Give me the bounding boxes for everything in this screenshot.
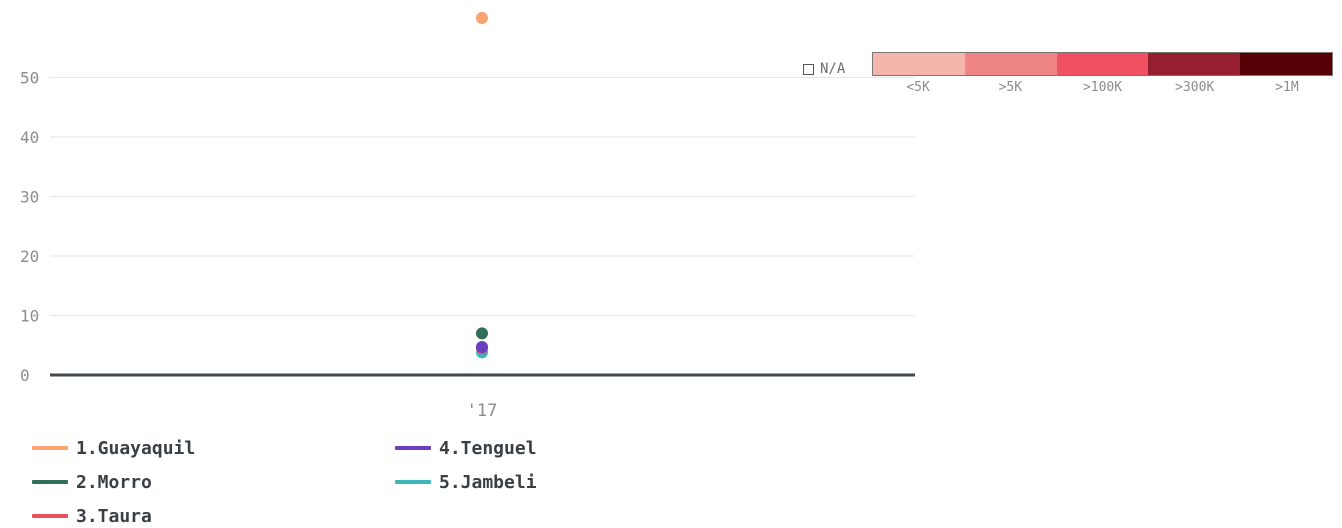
legend-label: 2.Morro <box>76 471 152 493</box>
scatter-chart: 0 10 20 30 40 50 '17 <box>20 12 915 421</box>
y-tick-label: 10 <box>20 307 39 326</box>
y-tick-label: 0 <box>20 366 30 385</box>
legend-swatch <box>32 446 68 450</box>
color-scale-labels: <5K >5K >100K >300K >1M <box>872 80 1333 95</box>
legend-item[interactable]: 2.Morro <box>32 470 152 494</box>
color-scale-bin-label: >1M <box>1275 80 1299 95</box>
legend-label: 5.Jambeli <box>439 471 537 493</box>
legend-label: 4.Tenguel <box>439 437 537 459</box>
color-scale-bin-label: >300K <box>1175 80 1215 95</box>
y-tick-label: 20 <box>20 247 39 266</box>
data-point-4.Tenguel[interactable] <box>476 341 488 354</box>
color-scale-bin-label: >5K <box>998 80 1023 95</box>
na-label: N/A <box>820 61 846 77</box>
legend-label: 3.Taura <box>76 505 152 527</box>
color-scale-bin <box>964 53 1057 75</box>
color-scale-bin-label: >100K <box>1082 80 1123 95</box>
legend-item[interactable]: 3.Taura <box>32 504 152 528</box>
y-tick-label: 40 <box>20 128 39 147</box>
legend-item[interactable]: 4.Tenguel <box>395 436 537 460</box>
x-tick-label: '17 <box>467 401 498 421</box>
legend-label: 1.Guayaquil <box>76 437 196 459</box>
y-tick-label: 30 <box>20 188 39 207</box>
legend-swatch <box>32 480 68 484</box>
color-scale-bin <box>1148 53 1241 75</box>
legend-swatch <box>395 480 431 484</box>
color-scale-bin <box>873 53 965 75</box>
color-scale-bins <box>872 52 1333 76</box>
y-tick-label: 50 <box>20 69 39 88</box>
data-points <box>476 12 488 359</box>
na-checkbox-icon <box>803 64 814 75</box>
color-scale-bin <box>1240 53 1332 75</box>
color-scale-bin <box>1056 53 1149 75</box>
x-axis-ticks: '17 <box>467 401 498 421</box>
legend-item[interactable]: 5.Jambeli <box>395 470 537 494</box>
gridlines <box>50 77 915 316</box>
legend-swatch <box>32 514 68 518</box>
legend-swatch <box>395 446 431 450</box>
data-point-1.Guayaquil[interactable] <box>476 12 488 24</box>
y-axis-ticks: 0 10 20 30 40 50 <box>20 69 39 386</box>
legend-item[interactable]: 1.Guayaquil <box>32 436 195 460</box>
data-point-2.Morro[interactable] <box>476 327 488 340</box>
color-scale-bin-label: <5K <box>906 80 930 95</box>
color-scale-legend: N/A <5K >5K >100K >300K >1M <box>800 52 1334 102</box>
